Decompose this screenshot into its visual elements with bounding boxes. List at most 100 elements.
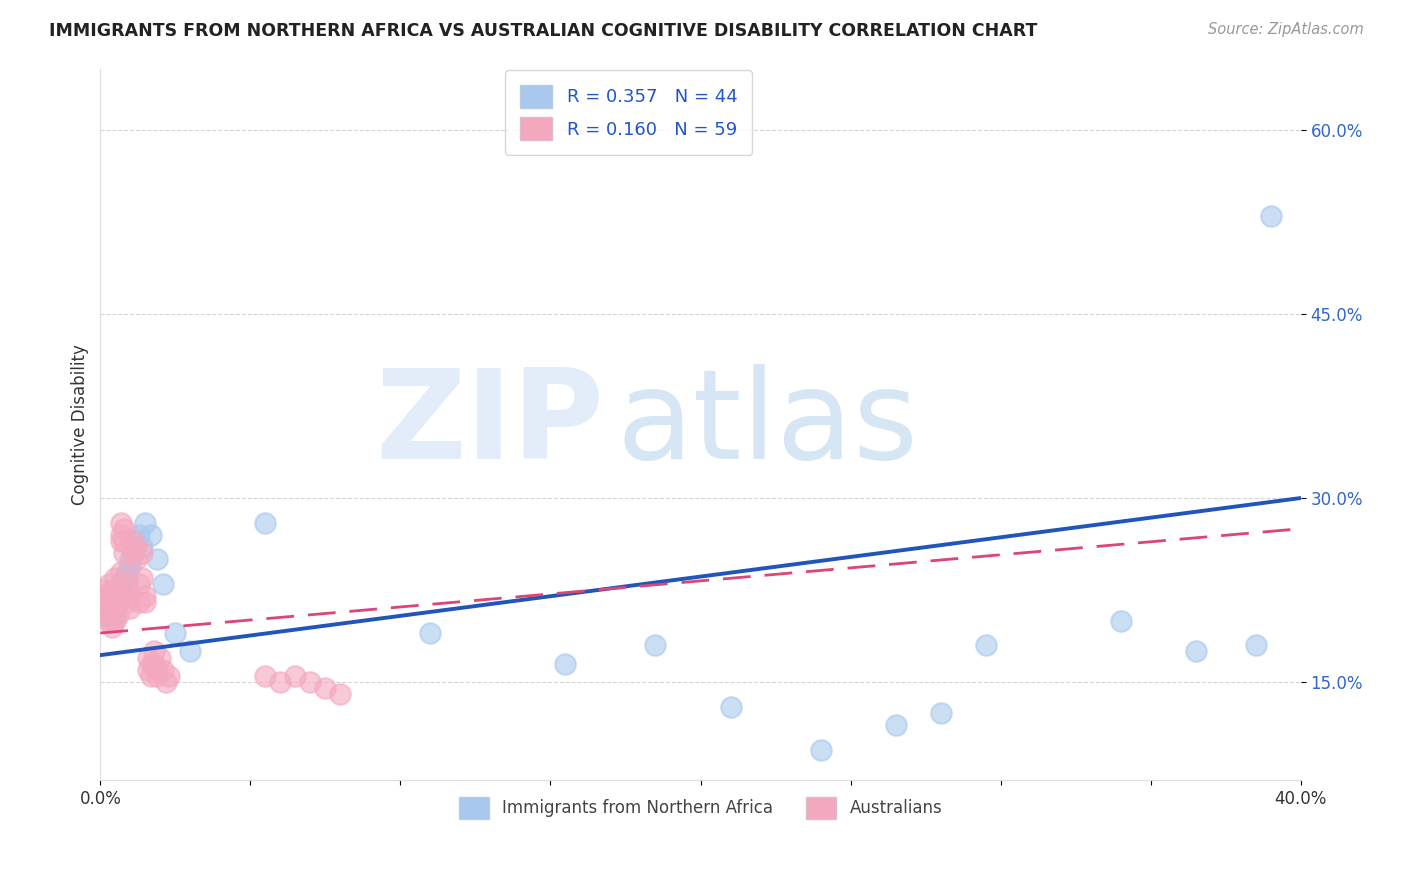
Point xyxy=(120,589,142,603)
Point xyxy=(146,552,169,566)
Point xyxy=(152,577,174,591)
Point xyxy=(110,533,132,548)
Point xyxy=(104,614,127,628)
Point xyxy=(96,607,118,622)
Point xyxy=(101,583,124,598)
Point xyxy=(93,589,115,603)
Point xyxy=(98,589,121,603)
Point xyxy=(269,675,291,690)
Point xyxy=(138,663,160,677)
Point xyxy=(1109,614,1132,628)
Point xyxy=(128,528,150,542)
Point xyxy=(101,601,124,615)
Point xyxy=(117,595,139,609)
Point xyxy=(104,583,127,598)
Point xyxy=(131,540,153,554)
Point xyxy=(929,706,952,720)
Point xyxy=(122,546,145,560)
Point xyxy=(141,669,163,683)
Point xyxy=(179,644,201,658)
Y-axis label: Cognitive Disability: Cognitive Disability xyxy=(72,344,89,505)
Legend: Immigrants from Northern Africa, Australians: Immigrants from Northern Africa, Austral… xyxy=(451,790,949,825)
Point xyxy=(141,657,163,671)
Point xyxy=(101,620,124,634)
Point xyxy=(141,528,163,542)
Point xyxy=(974,638,997,652)
Point xyxy=(146,669,169,683)
Point xyxy=(125,540,148,554)
Point xyxy=(104,595,127,609)
Point xyxy=(125,533,148,548)
Point xyxy=(329,687,352,701)
Point xyxy=(554,657,576,671)
Point xyxy=(134,516,156,530)
Point xyxy=(152,663,174,677)
Point xyxy=(107,583,129,598)
Point xyxy=(107,589,129,603)
Point xyxy=(93,583,115,598)
Point xyxy=(120,552,142,566)
Point xyxy=(131,546,153,560)
Point xyxy=(155,675,177,690)
Point xyxy=(98,595,121,609)
Point xyxy=(98,577,121,591)
Point xyxy=(98,614,121,628)
Point xyxy=(1244,638,1267,652)
Point xyxy=(93,595,115,609)
Point xyxy=(143,657,166,671)
Point xyxy=(96,607,118,622)
Point xyxy=(101,614,124,628)
Point xyxy=(117,571,139,585)
Point xyxy=(143,644,166,658)
Point xyxy=(284,669,307,683)
Point xyxy=(96,595,118,609)
Point xyxy=(117,565,139,579)
Point xyxy=(98,589,121,603)
Point xyxy=(96,595,118,609)
Point xyxy=(110,583,132,598)
Text: ZIP: ZIP xyxy=(375,364,605,485)
Point xyxy=(112,571,135,585)
Point xyxy=(146,663,169,677)
Point xyxy=(110,589,132,603)
Point xyxy=(122,546,145,560)
Point xyxy=(134,595,156,609)
Point xyxy=(107,595,129,609)
Point xyxy=(107,607,129,622)
Point xyxy=(112,577,135,591)
Point xyxy=(110,528,132,542)
Point xyxy=(314,681,336,696)
Point xyxy=(810,742,832,756)
Point xyxy=(134,589,156,603)
Point xyxy=(104,601,127,615)
Point xyxy=(96,601,118,615)
Point xyxy=(104,595,127,609)
Point xyxy=(117,577,139,591)
Point xyxy=(125,552,148,566)
Point xyxy=(1184,644,1206,658)
Point xyxy=(107,595,129,609)
Point xyxy=(112,546,135,560)
Point xyxy=(104,607,127,622)
Text: atlas: atlas xyxy=(616,364,918,485)
Point xyxy=(128,595,150,609)
Point xyxy=(131,571,153,585)
Point xyxy=(120,558,142,573)
Point xyxy=(128,577,150,591)
Point xyxy=(254,516,277,530)
Point xyxy=(112,522,135,536)
Text: IMMIGRANTS FROM NORTHERN AFRICA VS AUSTRALIAN COGNITIVE DISABILITY CORRELATION C: IMMIGRANTS FROM NORTHERN AFRICA VS AUSTR… xyxy=(49,22,1038,40)
Point xyxy=(110,565,132,579)
Point xyxy=(112,533,135,548)
Point xyxy=(884,718,907,732)
Point xyxy=(101,601,124,615)
Point xyxy=(93,589,115,603)
Text: Source: ZipAtlas.com: Source: ZipAtlas.com xyxy=(1208,22,1364,37)
Point xyxy=(419,626,441,640)
Point xyxy=(110,516,132,530)
Point xyxy=(122,533,145,548)
Point xyxy=(720,699,742,714)
Point xyxy=(299,675,322,690)
Point xyxy=(93,601,115,615)
Point xyxy=(644,638,666,652)
